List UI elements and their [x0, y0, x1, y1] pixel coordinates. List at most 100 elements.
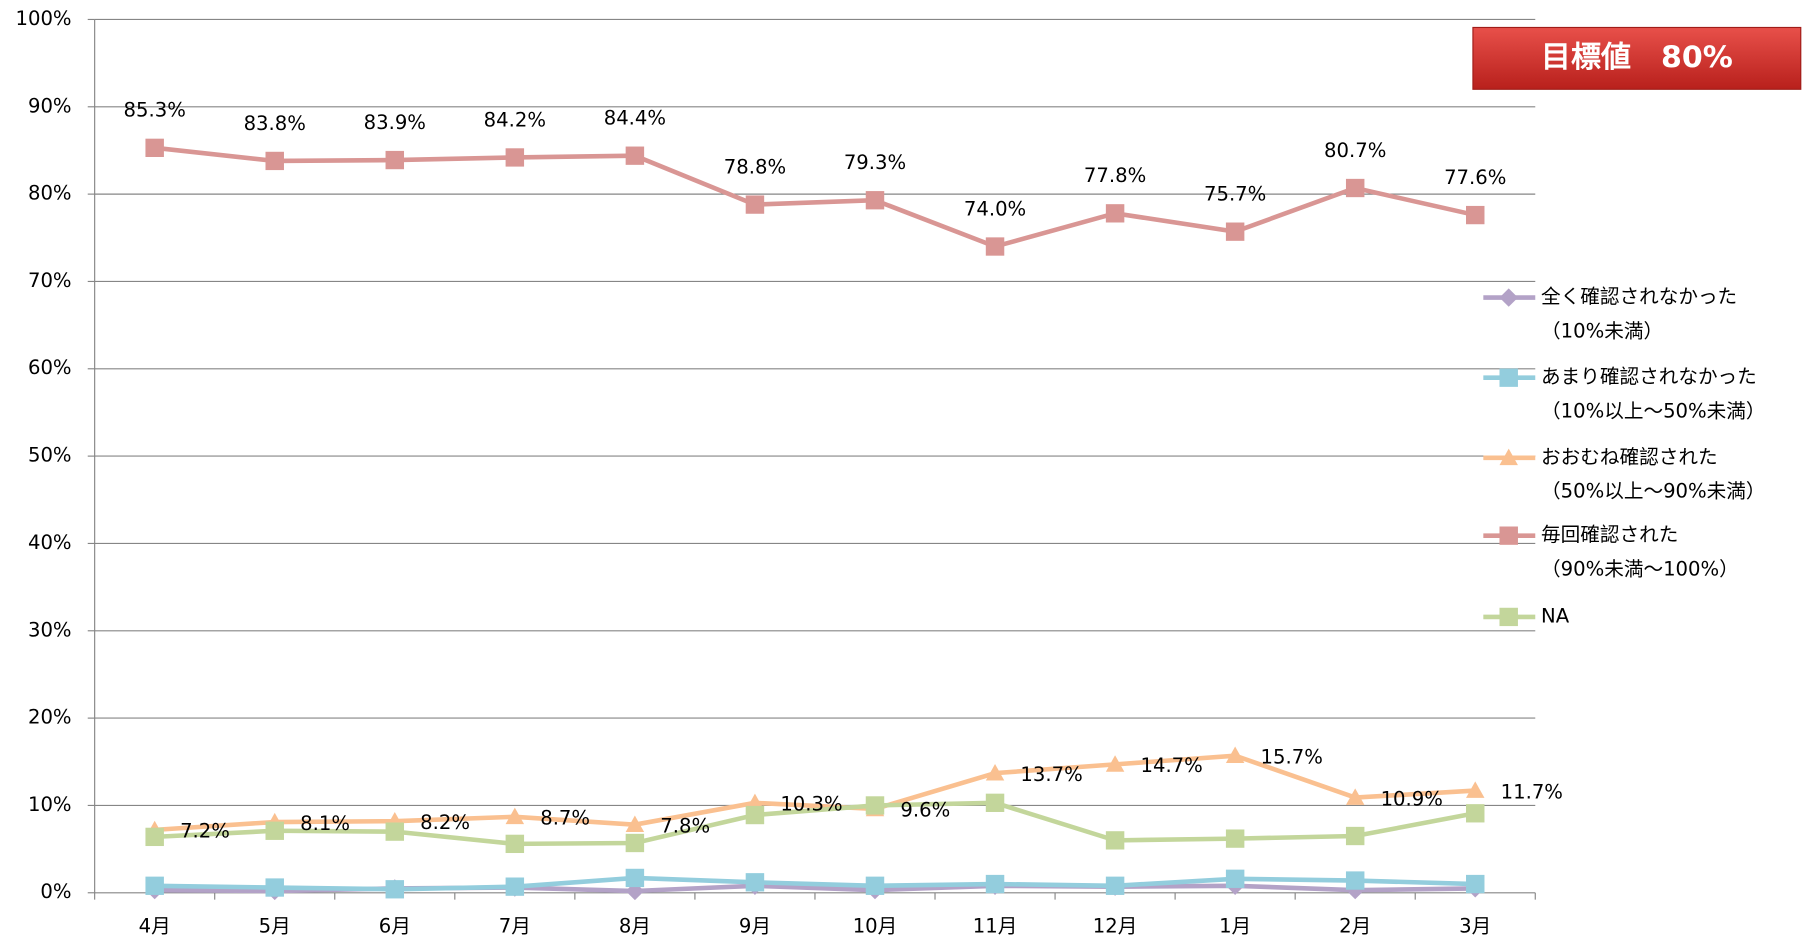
legend-label: （90%未満～100%）: [1541, 558, 1739, 581]
data-point: [385, 822, 405, 841]
data-point: [1466, 205, 1485, 225]
series-line: [154, 800, 1476, 847]
data-label: 8.2%: [420, 811, 470, 834]
legend-marker: [1499, 607, 1518, 627]
y-tick-label: 0%: [40, 880, 71, 903]
data-label: 13.7%: [1020, 763, 1082, 786]
data-label: 79.3%: [844, 151, 906, 174]
data-label: 15.7%: [1261, 746, 1323, 769]
data-point: [985, 874, 1005, 894]
data-point: [985, 237, 1005, 256]
y-tick-label: 90%: [28, 94, 72, 117]
data-label: 83.9%: [364, 111, 426, 134]
data-point: [1225, 829, 1245, 848]
data-label: 7.2%: [180, 820, 230, 843]
y-tick-label: 40%: [28, 531, 72, 554]
data-point: [865, 876, 885, 895]
data-point: [865, 191, 885, 210]
data-point: [1105, 831, 1125, 850]
data-label: 14.7%: [1140, 754, 1202, 777]
x-tick-label: 3月: [1459, 915, 1491, 938]
legend-label: 毎回確認された: [1541, 523, 1678, 546]
legend-marker: [1499, 288, 1518, 307]
data-point: [985, 793, 1005, 812]
data-point: [265, 878, 284, 897]
data-point: [265, 151, 284, 171]
data-point: [1345, 178, 1365, 198]
y-tick-label: 100%: [15, 7, 71, 30]
data-label: 80.7%: [1324, 139, 1386, 162]
legend-label: あまり確認されなかった: [1541, 365, 1757, 388]
data-label: 8.1%: [300, 812, 350, 835]
data-point: [745, 873, 765, 892]
data-point: [505, 877, 525, 896]
data-point: [625, 146, 645, 165]
data-label: 75.7%: [1204, 183, 1266, 206]
data-label: 77.8%: [1084, 164, 1146, 187]
legend-label: （50%以上～90%未満）: [1541, 480, 1765, 503]
data-label: 77.6%: [1444, 166, 1506, 189]
data-point: [505, 807, 525, 825]
y-tick-label: 80%: [28, 182, 72, 205]
y-tick-label: 50%: [28, 444, 72, 467]
y-tick-label: 10%: [28, 793, 72, 816]
data-point: [145, 138, 164, 157]
data-point: [1466, 874, 1485, 894]
data-point: [1105, 204, 1125, 223]
x-tick-label: 7月: [499, 915, 531, 938]
data-point: [385, 150, 405, 170]
data-point: [1345, 788, 1365, 805]
data-point: [1466, 804, 1485, 823]
data-label: 9.6%: [900, 799, 950, 822]
data-point: [625, 815, 645, 832]
data-label: 10.9%: [1381, 787, 1443, 810]
data-label: 8.7%: [540, 807, 590, 830]
data-point: [625, 868, 645, 888]
data-point: [1225, 869, 1245, 888]
legend-label: 全く確認されなかった: [1541, 285, 1737, 308]
data-point: [1225, 746, 1245, 763]
goal-box: [1472, 26, 1802, 90]
legend-label: おおむね確認された: [1541, 445, 1718, 468]
data-label: 85.3%: [124, 99, 186, 122]
data-point: [1105, 876, 1125, 895]
x-tick-label: 5月: [259, 915, 291, 938]
x-tick-label: 8月: [619, 915, 651, 938]
legend-label: NA: [1541, 604, 1570, 627]
x-tick-label: 10月: [853, 915, 898, 938]
x-tick-label: 4月: [139, 915, 171, 938]
data-label: 11.7%: [1501, 780, 1563, 803]
data-point: [1466, 781, 1485, 798]
data-point: [865, 796, 885, 815]
legend-label: （10%以上～50%未満）: [1541, 400, 1765, 423]
data-point: [145, 876, 164, 895]
data-point: [1345, 826, 1365, 846]
data-point: [1105, 755, 1125, 772]
x-tick-label: 1月: [1219, 915, 1251, 938]
data-point: [265, 821, 284, 840]
data-point: [1345, 871, 1365, 890]
x-tick-label: 12月: [1093, 915, 1138, 938]
data-point: [745, 195, 765, 214]
goal-annotation: 目標値 80%: [1541, 40, 1733, 75]
x-tick-label: 9月: [739, 915, 771, 938]
data-point: [625, 833, 645, 853]
y-tick-label: 20%: [28, 706, 72, 729]
data-point: [505, 834, 525, 854]
x-tick-label: 6月: [379, 915, 411, 938]
series-line: [154, 145, 1476, 249]
legend-label: （10%未満）: [1541, 319, 1663, 342]
x-tick-label: 2月: [1339, 915, 1371, 938]
legend-marker: [1499, 368, 1518, 387]
data-label: 7.8%: [660, 814, 710, 837]
data-label: 10.3%: [780, 793, 842, 816]
x-tick-label: 11月: [973, 915, 1018, 938]
data-point: [385, 880, 405, 899]
data-point: [985, 763, 1005, 781]
data-label: 78.8%: [724, 156, 786, 179]
y-tick-label: 60%: [28, 356, 72, 379]
data-label: 83.8%: [244, 112, 306, 135]
legend-marker: [1499, 448, 1518, 466]
data-point: [745, 805, 765, 825]
